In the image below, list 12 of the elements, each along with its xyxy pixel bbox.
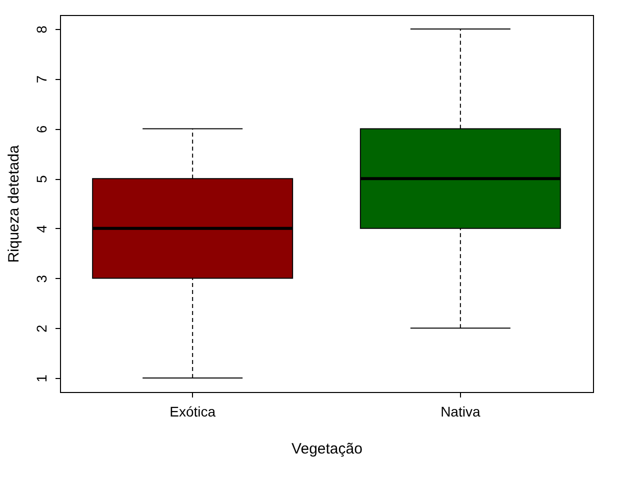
- y-tick-label: 7: [34, 75, 50, 84]
- y-tick-label: 2: [34, 324, 50, 333]
- y-tick-label: 8: [34, 25, 50, 34]
- y-tick-label: 5: [34, 174, 50, 183]
- y-tick-label: 1: [34, 374, 50, 382]
- x-axis-title: Vegetação: [292, 440, 362, 458]
- x-tick-label: Exótica: [170, 404, 216, 420]
- y-tick-label: 3: [34, 274, 50, 283]
- y-tick-label: 4: [34, 224, 50, 233]
- y-axis-title: Riqueza detetada: [6, 144, 22, 263]
- x-tick-label: Nativa: [440, 404, 480, 420]
- y-tick-label: 6: [34, 125, 50, 134]
